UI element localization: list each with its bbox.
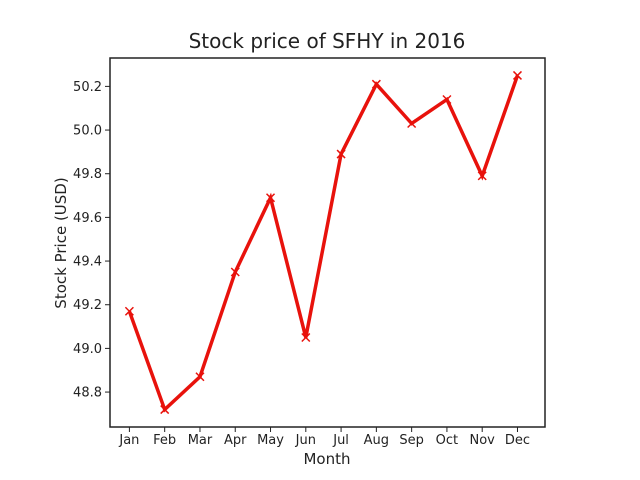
data-point-dec — [512, 70, 523, 80]
x-tick-label: Sep — [399, 433, 424, 448]
x-tick-label: Dec — [505, 433, 530, 448]
y-tick-label: 49.0 — [73, 342, 102, 357]
data-point-sep — [407, 118, 417, 129]
series-line — [127, 74, 520, 413]
x-tick-label: May — [257, 433, 284, 448]
y-tick-label: 49.2 — [73, 298, 102, 313]
plot-area-frame — [109, 57, 546, 428]
data-point-nov — [477, 171, 487, 181]
x-axis-label: Month — [303, 450, 350, 468]
y-axis-ticks: 48.8 49.0 49.2 49.4 49.6 49.8 50.0 50.2 — [73, 80, 110, 401]
data-point-oct — [442, 94, 452, 105]
data-point-jan — [124, 306, 134, 316]
chart-title: Stock price of SFHY in 2016 — [189, 29, 466, 53]
x-tick-label: Jan — [118, 433, 139, 448]
x-tick-label: Oct — [436, 433, 458, 448]
y-tick-label: 50.2 — [73, 80, 102, 95]
x-tick-label: Jul — [332, 433, 349, 448]
data-point-jul — [336, 149, 346, 159]
data-point-aug — [371, 79, 381, 89]
x-tick-label: Apr — [224, 433, 247, 448]
x-tick-label: Nov — [470, 433, 496, 448]
x-axis-ticks: Jan Feb Mar Apr May Jun Jul Aug Sep Oct Nov Dec — [118, 427, 530, 448]
series-layer — [124, 70, 523, 415]
data-point-apr — [230, 267, 240, 277]
data-point-feb — [160, 405, 170, 415]
x-tick-label: Jun — [295, 433, 316, 448]
x-tick-label: Aug — [364, 433, 389, 448]
x-tick-label: Feb — [153, 433, 176, 448]
y-tick-label: 49.4 — [73, 255, 102, 270]
data-point-may — [265, 193, 276, 203]
y-tick-label: 50.0 — [73, 124, 102, 139]
y-axis-label: Stock Price (USD) — [52, 177, 70, 308]
y-tick-label: 49.6 — [73, 211, 102, 226]
data-point-mar — [195, 372, 205, 382]
x-tick-label: Mar — [188, 433, 213, 448]
data-point-jun — [301, 332, 311, 343]
y-tick-label: 49.8 — [73, 167, 102, 182]
y-tick-label: 48.8 — [73, 386, 102, 401]
